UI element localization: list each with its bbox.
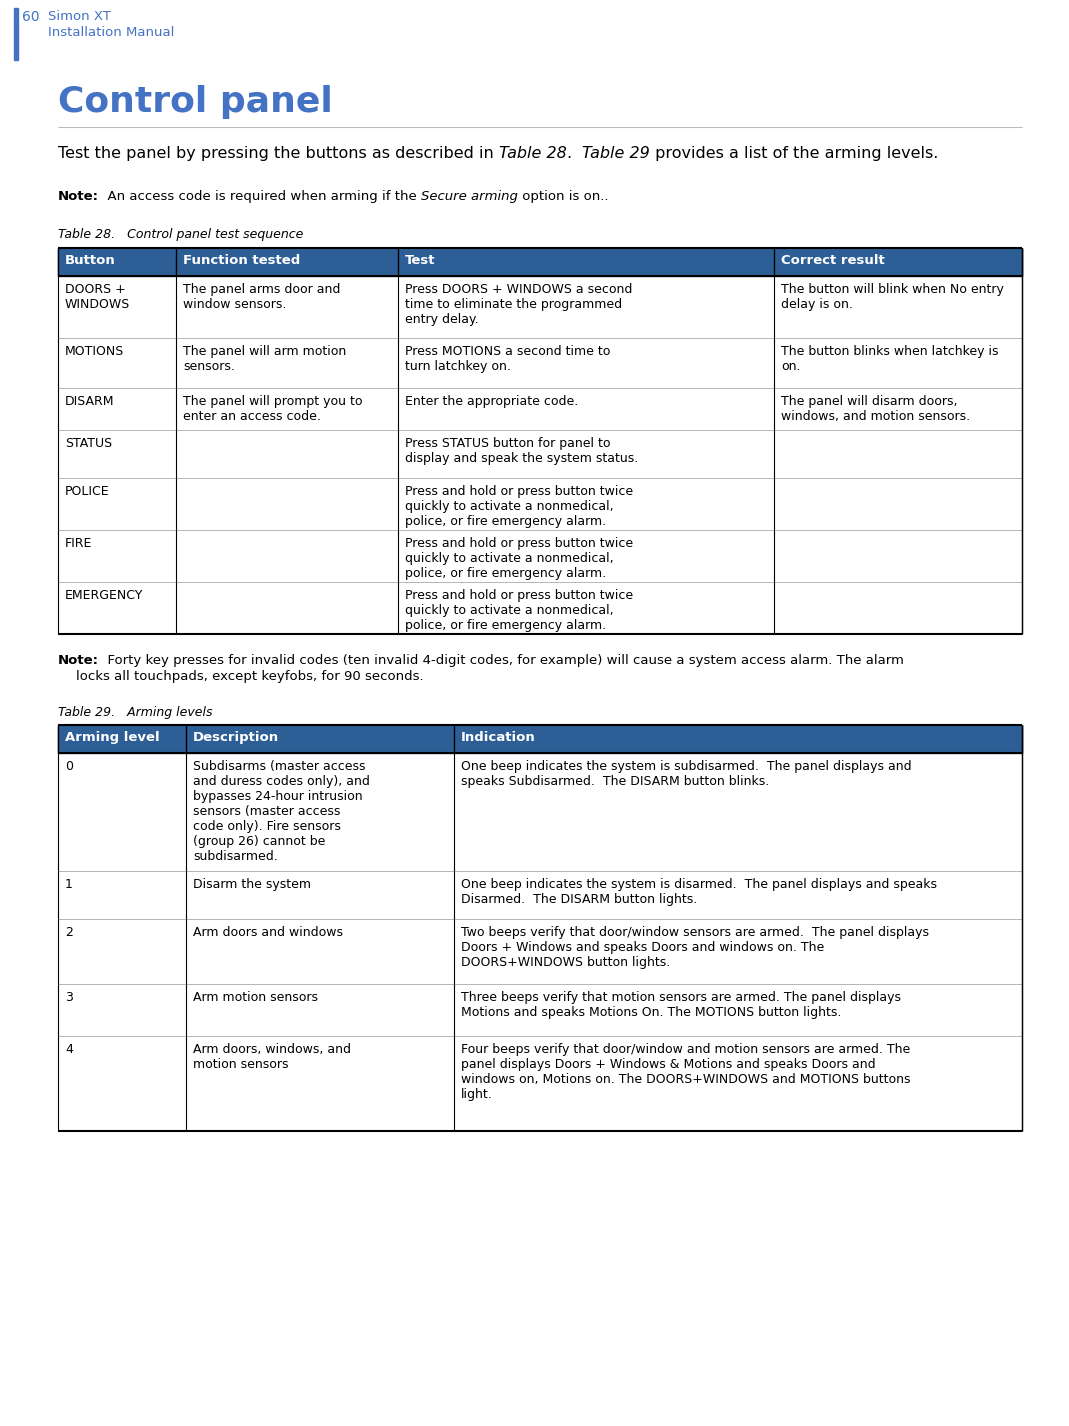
Text: Press DOORS + WINDOWS a second
time to eliminate the programmed
entry delay.: Press DOORS + WINDOWS a second time to e…	[405, 282, 633, 327]
Text: Disarm the system: Disarm the system	[193, 878, 311, 891]
Text: The panel will arm motion
sensors.: The panel will arm motion sensors.	[183, 345, 346, 374]
Text: Three beeps verify that motion sensors are armed. The panel displays
Motions and: Three beeps verify that motion sensors a…	[461, 991, 901, 1020]
Text: Table 28.   Control panel test sequence: Table 28. Control panel test sequence	[58, 228, 304, 241]
Text: Table 29: Table 29	[582, 145, 650, 161]
Text: Simon XT: Simon XT	[48, 10, 111, 23]
Text: Arm motion sensors: Arm motion sensors	[193, 991, 317, 1004]
Text: Test the panel by pressing the buttons as described in: Test the panel by pressing the buttons a…	[58, 145, 499, 161]
Text: 60: 60	[22, 10, 40, 24]
Text: MOTIONS: MOTIONS	[65, 345, 124, 358]
Text: Four beeps verify that door/window and motion sensors are armed. The
panel displ: Four beeps verify that door/window and m…	[461, 1042, 911, 1101]
Bar	[58, 431, 1022, 478]
Bar	[58, 1037, 1022, 1131]
Bar	[58, 984, 1022, 1037]
Text: FIRE: FIRE	[65, 538, 92, 550]
Bar	[58, 753, 1022, 871]
Text: Correct result: Correct result	[781, 254, 885, 267]
Text: An access code is required when arming if the: An access code is required when arming i…	[99, 190, 421, 202]
Text: Test: Test	[405, 254, 435, 267]
Text: DOORS +
WINDOWS: DOORS + WINDOWS	[65, 282, 130, 311]
Bar	[58, 918, 1022, 984]
Text: Two beeps verify that door/window sensors are armed.  The panel displays
Doors +: Two beeps verify that door/window sensor…	[461, 925, 929, 970]
Text: Press and hold or press button twice
quickly to activate a nonmedical,
police, o: Press and hold or press button twice qui…	[405, 589, 633, 632]
Text: Function tested: Function tested	[183, 254, 300, 267]
Bar	[58, 530, 1022, 582]
Text: One beep indicates the system is disarmed.  The panel displays and speaks
Disarm: One beep indicates the system is disarme…	[461, 878, 938, 906]
Text: Table 29.   Arming levels: Table 29. Arming levels	[58, 706, 213, 719]
Text: Press STATUS button for panel to
display and speak the system status.: Press STATUS button for panel to display…	[405, 436, 638, 465]
Text: Secure arming: Secure arming	[421, 190, 517, 202]
Text: The button will blink when No entry
delay is on.: The button will blink when No entry dela…	[781, 282, 1004, 311]
Text: Arming level: Arming level	[65, 732, 159, 744]
Text: Enter the appropriate code.: Enter the appropriate code.	[405, 395, 578, 408]
Text: The panel will disarm doors,
windows, and motion sensors.: The panel will disarm doors, windows, an…	[781, 395, 971, 424]
Text: Subdisarms (master access
and duress codes only), and
bypasses 24-hour intrusion: Subdisarms (master access and duress cod…	[193, 760, 370, 863]
Text: provides a list of the arming levels.: provides a list of the arming levels.	[650, 145, 939, 161]
Text: 1: 1	[65, 878, 73, 891]
Text: One beep indicates the system is subdisarmed.  The panel displays and
speaks Sub: One beep indicates the system is subdisa…	[461, 760, 912, 789]
Text: 0: 0	[65, 760, 73, 773]
Text: 2: 2	[65, 925, 73, 938]
Text: EMERGENCY: EMERGENCY	[65, 589, 143, 602]
Text: The panel arms door and
window sensors.: The panel arms door and window sensors.	[183, 282, 340, 311]
Bar	[58, 277, 1022, 338]
Bar	[14, 9, 18, 60]
Text: Table 28: Table 28	[499, 145, 567, 161]
Bar	[58, 338, 1022, 388]
Text: option is on..: option is on..	[517, 190, 608, 202]
Text: Press and hold or press button twice
quickly to activate a nonmedical,
police, o: Press and hold or press button twice qui…	[405, 538, 633, 580]
Bar	[58, 388, 1022, 431]
Text: Indication: Indication	[461, 732, 536, 744]
Text: STATUS: STATUS	[65, 436, 112, 451]
Text: 4: 4	[65, 1042, 73, 1057]
Text: Press MOTIONS a second time to
turn latchkey on.: Press MOTIONS a second time to turn latc…	[405, 345, 610, 374]
Text: Button: Button	[65, 254, 115, 267]
Bar	[58, 871, 1022, 918]
Text: Note:: Note:	[58, 655, 99, 667]
Text: Press and hold or press button twice
quickly to activate a nonmedical,
police, o: Press and hold or press button twice qui…	[405, 485, 633, 528]
Bar	[58, 248, 1022, 277]
Text: Arm doors and windows: Arm doors and windows	[193, 925, 343, 938]
Bar	[58, 724, 1022, 753]
Text: DISARM: DISARM	[65, 395, 114, 408]
Text: Arm doors, windows, and
motion sensors: Arm doors, windows, and motion sensors	[193, 1042, 351, 1071]
Text: Installation Manual: Installation Manual	[48, 26, 174, 39]
Text: 3: 3	[65, 991, 73, 1004]
Text: Control panel: Control panel	[58, 86, 332, 118]
Text: locks all touchpads, except keyfobs, for 90 seconds.: locks all touchpads, except keyfobs, for…	[76, 670, 423, 683]
Text: The panel will prompt you to
enter an access code.: The panel will prompt you to enter an ac…	[183, 395, 362, 424]
Text: Description: Description	[193, 732, 279, 744]
Text: Forty key presses for invalid codes (ten invalid 4-digit codes, for example) wil: Forty key presses for invalid codes (ten…	[99, 655, 904, 667]
Text: POLICE: POLICE	[65, 485, 110, 498]
Bar	[58, 478, 1022, 530]
Text: .: .	[567, 145, 582, 161]
Text: Note:: Note:	[58, 190, 99, 202]
Text: The button blinks when latchkey is
on.: The button blinks when latchkey is on.	[781, 345, 998, 374]
Bar	[58, 582, 1022, 635]
